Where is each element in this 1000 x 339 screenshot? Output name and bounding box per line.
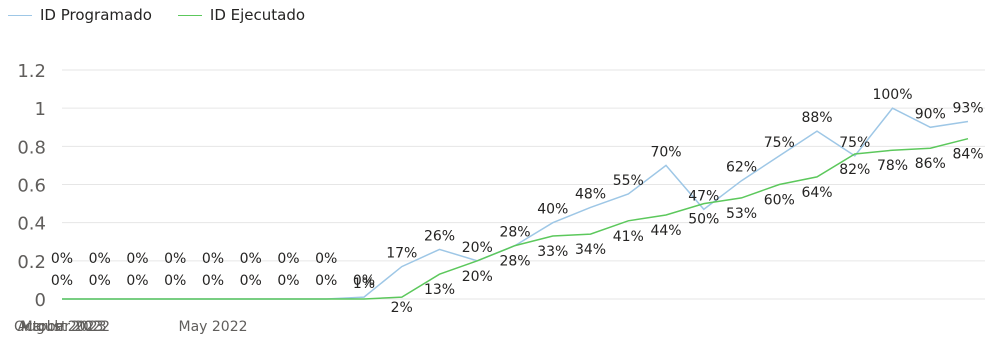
data-label-ejecutado: 0%: [51, 273, 73, 289]
data-label-ejecutado: 41%: [613, 229, 644, 245]
data-label-ejecutado: 34%: [575, 242, 606, 258]
data-label-ejecutado: 60%: [764, 193, 795, 209]
data-label-programado: 75%: [839, 135, 870, 151]
data-label-programado: 0%: [126, 251, 148, 267]
data-label-ejecutado: 82%: [839, 162, 870, 178]
y-tick-label: 1.2: [17, 61, 46, 82]
data-label-ejecutado: 28%: [499, 254, 530, 270]
data-label-programado: 70%: [650, 144, 681, 160]
data-label-programado: 1%: [353, 276, 375, 292]
y-tick-label: 0.2: [17, 252, 46, 273]
data-label-programado: 40%: [537, 202, 568, 218]
legend-item-programado[interactable]: ID Programado: [8, 6, 152, 24]
data-label-programado: 26%: [424, 228, 455, 244]
data-label-programado: 55%: [613, 173, 644, 189]
data-label-programado: 0%: [51, 251, 73, 267]
legend: ID Programado ID Ejecutado: [8, 6, 305, 24]
x-tick-label: May 2022: [178, 319, 247, 335]
data-label-programado: 93%: [952, 101, 983, 117]
legend-label-ejecutado: ID Ejecutado: [209, 6, 306, 24]
data-label-programado: 0%: [164, 251, 186, 267]
y-tick-label: 0.4: [17, 214, 46, 235]
legend-swatch-ejecutado: [177, 14, 202, 16]
legend-label-programado: ID Programado: [40, 6, 152, 24]
legend-item-ejecutado[interactable]: ID Ejecutado: [177, 6, 306, 24]
data-label-programado: 62%: [726, 160, 757, 176]
data-label-programado: 47%: [688, 188, 719, 204]
data-label-ejecutado: 0%: [240, 273, 262, 289]
data-label-programado: 28%: [499, 225, 530, 241]
data-label-programado: 17%: [386, 246, 417, 262]
data-label-ejecutado: 44%: [650, 223, 681, 239]
data-label-ejecutado: 0%: [89, 273, 111, 289]
data-label-programado: 0%: [202, 251, 224, 267]
data-label-ejecutado: 64%: [801, 185, 832, 201]
series-line-ejecutado: [62, 137, 969, 300]
data-label-programado: 48%: [575, 186, 606, 202]
data-label-programado: 88%: [801, 110, 832, 126]
data-label-programado: 0%: [277, 251, 299, 267]
legend-swatch-programado: [8, 14, 32, 16]
data-label-ejecutado: 33%: [537, 244, 568, 260]
series-line-programado: [62, 107, 969, 300]
x-tick-label: March 2023: [21, 319, 104, 335]
data-label-ejecutado: 2%: [391, 300, 413, 316]
data-label-ejecutado: 0%: [315, 273, 337, 289]
y-tick-label: 1: [35, 99, 46, 120]
data-label-ejecutado: 53%: [726, 206, 757, 222]
data-label-ejecutado: 0%: [277, 273, 299, 289]
data-label-programado: 75%: [764, 135, 795, 151]
data-label-ejecutado: 0%: [202, 273, 224, 289]
data-label-ejecutado: 78%: [877, 158, 908, 174]
y-tick-label: 0.8: [17, 137, 46, 158]
data-label-ejecutado: 84%: [952, 147, 983, 163]
x-tick-label: August 2023: [17, 319, 106, 335]
data-label-programado: 20%: [462, 240, 493, 256]
data-label-ejecutado: 86%: [915, 156, 946, 172]
data-label-programado: 100%: [872, 87, 912, 103]
x-tick-label: October 2022: [14, 319, 110, 335]
data-label-ejecutado: 0%: [126, 273, 148, 289]
data-label-programado: 0%: [240, 251, 262, 267]
data-label-ejecutado: 0%: [164, 273, 186, 289]
data-label-programado: 0%: [315, 251, 337, 267]
data-label-ejecutado: 0%: [353, 273, 375, 289]
data-label-ejecutado: 50%: [688, 212, 719, 228]
data-label-programado: 90%: [915, 106, 946, 122]
data-label-ejecutado: 13%: [424, 282, 455, 298]
y-tick-label: 0: [35, 290, 46, 311]
data-label-programado: 0%: [89, 251, 111, 267]
data-label-ejecutado: 20%: [462, 269, 493, 285]
y-tick-label: 0.6: [17, 176, 46, 197]
